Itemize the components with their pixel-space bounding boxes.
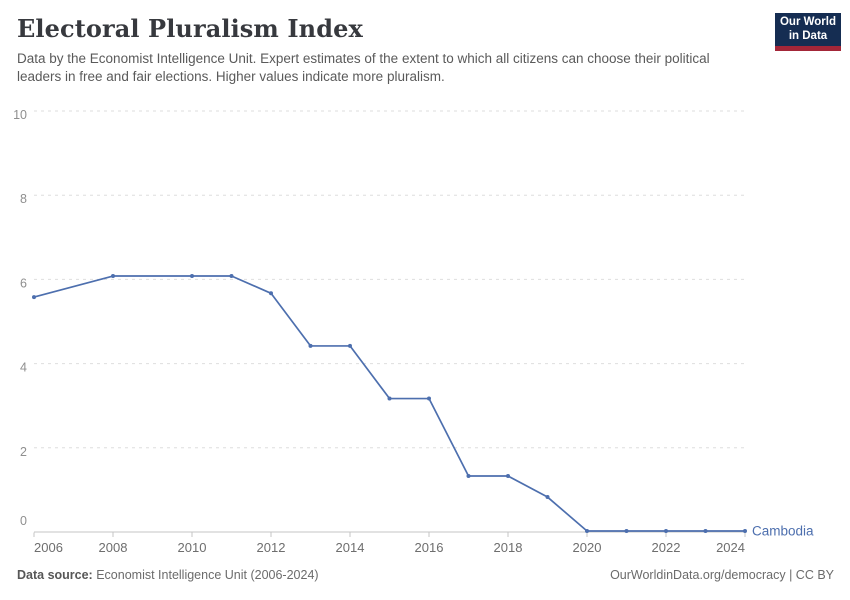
data-point-2015[interactable] (387, 396, 392, 401)
data-point-2014[interactable] (348, 343, 352, 348)
data-source-value: Economist Intelligence Unit (2006-2024) (96, 568, 319, 582)
data-source: Data source: Economist Intelligence Unit… (17, 568, 319, 582)
x-axis-tick-label-2016: 2016 (415, 540, 444, 555)
data-point-2021[interactable] (624, 529, 629, 533)
data-point-2012[interactable] (269, 291, 273, 296)
data-point-2011[interactable] (229, 274, 234, 279)
data-point-2010[interactable] (190, 274, 194, 279)
x-axis-tick-label-2012: 2012 (257, 540, 286, 555)
x-axis-tick-label-2014: 2014 (336, 540, 365, 555)
data-point-2022[interactable] (664, 529, 668, 533)
x-axis-tick-label-2010: 2010 (178, 540, 207, 555)
x-axis-tick-label-2022: 2022 (652, 540, 681, 555)
y-axis-tick-label-0: 0 (20, 514, 27, 528)
entity-label[interactable]: Cambodia (752, 524, 814, 539)
owid-credit-link[interactable]: OurWorldinData.org/democracy | CC BY (610, 568, 834, 582)
y-axis-tick-label-10: 10 (13, 108, 27, 122)
cambodia-line[interactable] (33, 275, 746, 532)
data-point-2006[interactable] (32, 295, 36, 300)
data-point-2018[interactable] (506, 474, 510, 479)
data-point-2019[interactable] (545, 495, 550, 500)
x-axis-tick-label-2008: 2008 (99, 540, 128, 555)
data-point-2013[interactable] (308, 343, 313, 348)
y-axis-tick-label-8: 8 (20, 192, 27, 206)
x-axis-tick-label-2020: 2020 (573, 540, 602, 555)
data-point-2020[interactable] (585, 529, 589, 533)
y-axis-tick-label-6: 6 (20, 276, 27, 290)
chart-subtitle: Data by the Economist Intelligence Unit.… (17, 51, 710, 84)
page-title: Electoral Pluralism Index (17, 14, 363, 43)
chart-header: Electoral Pluralism Index Data by the Ec… (17, 14, 762, 86)
owid-logo[interactable]: Our World in Data (775, 13, 841, 51)
x-axis-tick-label-2006: 2006 (34, 540, 63, 555)
chart-canvas: 0 2 4 6 8 10 2006 2008 2010 2012 2014 2016 2018 2020 2… (13, 108, 814, 555)
x-axis-tick-label-2024: 2024 (716, 540, 745, 555)
owid-logo-line2: in Data (788, 30, 828, 42)
owid-logo-line1: Our World (779, 16, 836, 28)
data-point-2016[interactable] (427, 396, 431, 401)
data-point-2017[interactable] (466, 474, 471, 479)
y-axis-tick-label-4: 4 (20, 361, 27, 375)
x-axis-tick-label-2018: 2018 (494, 540, 523, 555)
data-source-label: Data source: (17, 568, 93, 582)
data-point-2024[interactable] (743, 529, 747, 533)
data-point-2023[interactable] (703, 529, 708, 533)
y-axis-tick-label-2: 2 (20, 445, 27, 459)
chart-footer: Data source: Economist Intelligence Unit… (17, 568, 834, 582)
line-chart: 0 2 4 6 8 10 2006 2008 2010 2012 2014 2016 2018 2020 2… (0, 95, 850, 570)
data-point-2008[interactable] (111, 274, 115, 279)
